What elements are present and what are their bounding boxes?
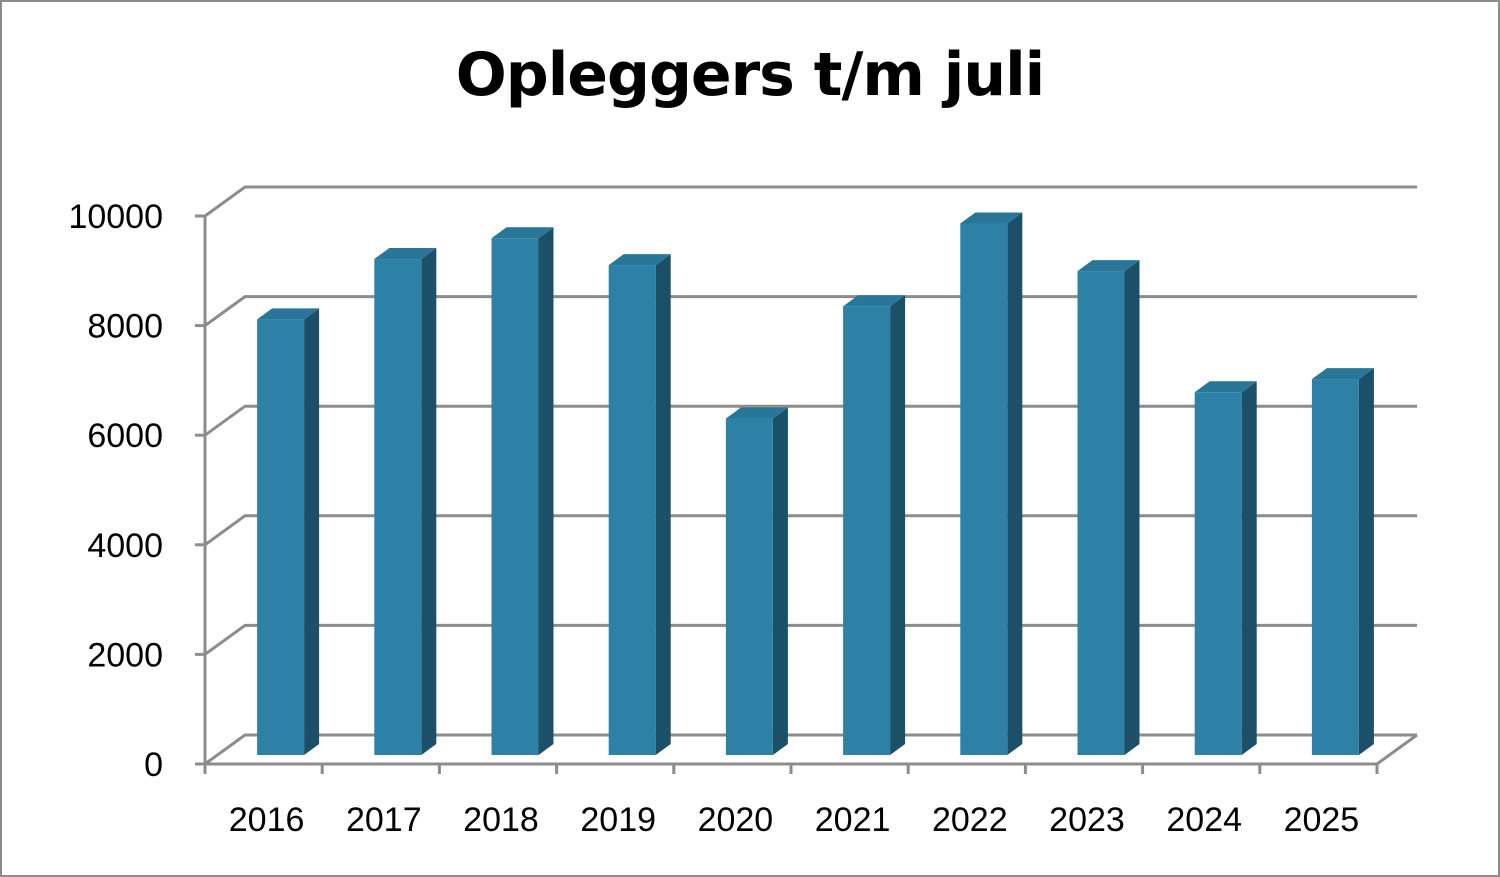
y-tick-label: 10000	[68, 198, 163, 236]
bar-2021	[843, 295, 906, 755]
bar-top	[491, 227, 554, 239]
x-tick-label: 2019	[580, 801, 656, 839]
bar-side	[772, 407, 788, 755]
bar-front	[608, 265, 656, 755]
y-tick-label: 6000	[87, 417, 163, 455]
bar-2017	[374, 248, 437, 755]
bar-front	[1077, 271, 1125, 755]
x-tick-label: 2025	[1284, 801, 1360, 839]
bar-top	[960, 212, 1023, 224]
bar-side	[1241, 381, 1257, 755]
axes	[195, 214, 1418, 774]
bar-2020	[725, 407, 788, 755]
bar-top	[608, 254, 671, 266]
gridline-2000	[204, 623, 1417, 656]
bar-side	[890, 295, 906, 755]
bar-side	[655, 254, 671, 755]
bar-front	[1311, 379, 1359, 755]
floor-right-edge	[1376, 733, 1418, 766]
bar-side	[1358, 368, 1374, 755]
bar-top	[1311, 368, 1374, 380]
gridline-4000	[204, 514, 1417, 547]
bar-2022	[960, 212, 1023, 755]
y-tick-labels: 0 2000 4000 6000 8000 10000	[68, 198, 163, 784]
x-tick-label: 2017	[346, 801, 422, 839]
bar-2018	[491, 227, 554, 756]
bar-top	[257, 308, 320, 320]
bar-front	[725, 418, 773, 755]
x-tick-label: 2024	[1166, 801, 1242, 839]
gridline-0	[204, 733, 1417, 766]
x-tick-label: 2022	[932, 801, 1008, 839]
x-tick-label: 2021	[815, 801, 891, 839]
bar-top	[1077, 260, 1140, 272]
x-tick-label: 2020	[698, 801, 774, 839]
bar-2019	[608, 254, 671, 755]
x-tick-labels: 2016 2017 2018 2019 2020 2021 2022 2023 2024 2025	[229, 801, 1359, 839]
y-tick-label: 0	[144, 746, 163, 784]
bar-top	[725, 407, 788, 419]
bar-front	[374, 259, 422, 755]
bar-front	[843, 306, 891, 755]
bar-side	[538, 227, 554, 756]
bar-top	[1194, 381, 1257, 393]
bar-front	[257, 319, 305, 755]
gridline-8000	[204, 295, 1417, 327]
x-tick-label: 2018	[463, 801, 539, 839]
bar-2024	[1194, 381, 1257, 755]
y-tick-label: 8000	[87, 308, 163, 346]
chart-title: Opleggers t/m juli	[455, 40, 1045, 110]
bar-2016	[257, 308, 320, 755]
y-tick-label: 2000	[87, 636, 163, 674]
bar-2023	[1077, 260, 1140, 755]
bar-front	[960, 223, 1008, 755]
bar-front	[491, 238, 539, 756]
x-tick-label: 2023	[1049, 801, 1125, 839]
gridline-10000	[204, 185, 1417, 218]
gridline-6000	[204, 404, 1417, 437]
bar-top	[374, 248, 437, 260]
x-tick-label: 2016	[229, 801, 305, 839]
y-tick-label: 4000	[87, 527, 163, 565]
bar-2025	[1311, 368, 1374, 755]
bar-side	[1124, 260, 1140, 755]
gridlines	[204, 185, 1417, 766]
bar-side	[1007, 212, 1023, 755]
bars	[257, 212, 1374, 756]
bar-top	[843, 295, 906, 307]
bar-side	[421, 248, 437, 755]
bar-front	[1194, 392, 1242, 755]
bar-side	[304, 308, 320, 755]
